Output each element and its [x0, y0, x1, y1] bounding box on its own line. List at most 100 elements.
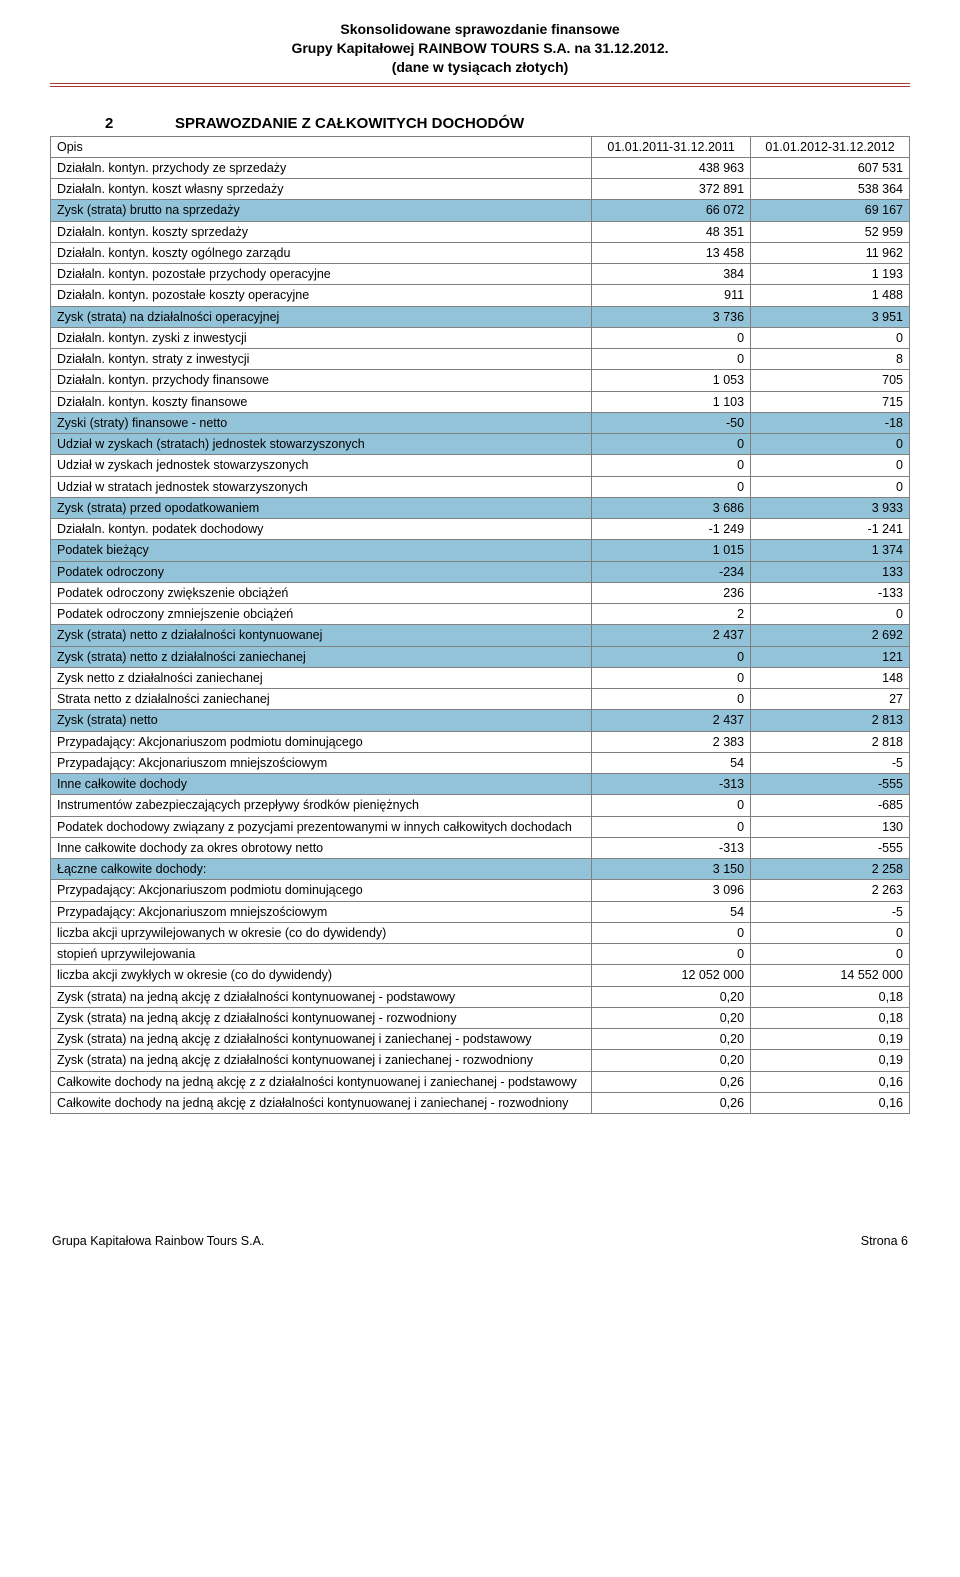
row-value-2: -555 — [751, 837, 910, 858]
row-value-2: 3 951 — [751, 306, 910, 327]
table-row: Zysk (strata) na jedną akcję z działalno… — [51, 1050, 910, 1071]
row-value-1: 13 458 — [592, 242, 751, 263]
row-label: Działaln. kontyn. koszty ogólnego zarząd… — [51, 242, 592, 263]
row-value-2: 0 — [751, 944, 910, 965]
section-title: SPRAWOZDANIE Z CAŁKOWITYCH DOCHODÓW — [135, 115, 524, 132]
row-value-2: -1 241 — [751, 519, 910, 540]
row-label: Przypadający: Akcjonariuszom podmiotu do… — [51, 880, 592, 901]
table-row: Przypadający: Akcjonariuszom podmiotu do… — [51, 731, 910, 752]
row-value-2: 0,18 — [751, 1007, 910, 1028]
header-line-2: Grupy Kapitałowej RAINBOW TOURS S.A. na … — [50, 39, 910, 58]
row-value-1: 0,20 — [592, 1029, 751, 1050]
row-value-1: 1 103 — [592, 391, 751, 412]
row-value-2: 148 — [751, 667, 910, 688]
row-value-1: 1 053 — [592, 370, 751, 391]
row-label: Działaln. kontyn. podatek dochodowy — [51, 519, 592, 540]
row-value-1: 2 437 — [592, 710, 751, 731]
row-label: Całkowite dochody na jedną akcję z dział… — [51, 1092, 592, 1113]
row-value-2: 0,19 — [751, 1050, 910, 1071]
row-label: Zysk (strata) netto z działalności konty… — [51, 625, 592, 646]
table-row: Udział w stratach jednostek stowarzyszon… — [51, 476, 910, 497]
table-row: Zysk (strata) netto z działalności konty… — [51, 625, 910, 646]
row-value-2: 0,16 — [751, 1092, 910, 1113]
footer-page-number: Strona 6 — [861, 1234, 908, 1248]
row-value-2: 1 374 — [751, 540, 910, 561]
row-value-1: 0 — [592, 795, 751, 816]
row-value-2: 0 — [751, 604, 910, 625]
row-value-1: -313 — [592, 774, 751, 795]
header-line-1: Skonsolidowane sprawozdanie finansowe — [50, 20, 910, 39]
row-label: Działaln. kontyn. koszt własny sprzedaży — [51, 179, 592, 200]
row-value-1: 0,26 — [592, 1071, 751, 1092]
row-value-1: 1 015 — [592, 540, 751, 561]
row-label: Działaln. kontyn. pozostałe koszty opera… — [51, 285, 592, 306]
row-label: Zysk (strata) na jedną akcję z działalno… — [51, 1050, 592, 1071]
row-label: Działaln. kontyn. zyski z inwestycji — [51, 327, 592, 348]
income-statement-table: Opis 01.01.2011-31.12.2011 01.01.2012-31… — [50, 136, 910, 1115]
row-value-1: 0 — [592, 349, 751, 370]
table-row: Zysk (strata) netto2 4372 813 — [51, 710, 910, 731]
row-value-1: 2 383 — [592, 731, 751, 752]
row-label: Podatek odroczony zwiększenie obciążeń — [51, 582, 592, 603]
row-value-2: 0,16 — [751, 1071, 910, 1092]
row-value-2: 0,19 — [751, 1029, 910, 1050]
row-value-1: 54 — [592, 752, 751, 773]
table-row: Działaln. kontyn. zyski z inwestycji00 — [51, 327, 910, 348]
row-value-2: 69 167 — [751, 200, 910, 221]
row-label: Działaln. kontyn. przychody finansowe — [51, 370, 592, 391]
table-row: Udział w zyskach (stratach) jednostek st… — [51, 434, 910, 455]
page: Skonsolidowane sprawozdanie finansowe Gr… — [0, 0, 960, 1268]
row-value-1: 0,26 — [592, 1092, 751, 1113]
row-value-1: 0 — [592, 434, 751, 455]
row-label: Działaln. kontyn. straty z inwestycji — [51, 349, 592, 370]
row-label: Całkowite dochody na jedną akcję z z dzi… — [51, 1071, 592, 1092]
table-row: Inne całkowite dochody-313-555 — [51, 774, 910, 795]
row-value-1: 48 351 — [592, 221, 751, 242]
table-row: Podatek bieżący1 0151 374 — [51, 540, 910, 561]
row-label: Zysk (strata) brutto na sprzedaży — [51, 200, 592, 221]
row-label: Działaln. kontyn. pozostałe przychody op… — [51, 264, 592, 285]
row-value-1: 2 437 — [592, 625, 751, 646]
row-value-1: -313 — [592, 837, 751, 858]
row-value-1: -1 249 — [592, 519, 751, 540]
row-label: Działaln. kontyn. koszty sprzedaży — [51, 221, 592, 242]
table-row: Instrumentów zabezpieczających przepływy… — [51, 795, 910, 816]
table-row: Działaln. kontyn. przychody ze sprzedaży… — [51, 157, 910, 178]
row-value-2: -685 — [751, 795, 910, 816]
table-header-row: Opis 01.01.2011-31.12.2011 01.01.2012-31… — [51, 136, 910, 157]
table-row: Zysk (strata) netto z działalności zanie… — [51, 646, 910, 667]
page-footer: Grupa Kapitałowa Rainbow Tours S.A. Stro… — [50, 1234, 910, 1248]
row-label: Przypadający: Akcjonariuszom mniejszości… — [51, 752, 592, 773]
row-label: liczba akcji zwykłych w okresie (co do d… — [51, 965, 592, 986]
row-value-1: 0 — [592, 455, 751, 476]
table-row: Działaln. kontyn. pozostałe przychody op… — [51, 264, 910, 285]
table-row: Działaln. kontyn. podatek dochodowy-1 24… — [51, 519, 910, 540]
row-value-2: 2 692 — [751, 625, 910, 646]
row-value-2: 1 488 — [751, 285, 910, 306]
row-value-2: 11 962 — [751, 242, 910, 263]
table-row: Udział w zyskach jednostek stowarzyszony… — [51, 455, 910, 476]
row-value-2: 121 — [751, 646, 910, 667]
table-row: Zysk (strata) na działalności operacyjne… — [51, 306, 910, 327]
row-value-1: 0 — [592, 922, 751, 943]
row-label: Inne całkowite dochody — [51, 774, 592, 795]
row-value-2: 2 818 — [751, 731, 910, 752]
section-heading: 2 SPRAWOZDANIE Z CAŁKOWITYCH DOCHODÓW — [50, 115, 910, 132]
table-row: Zysk (strata) na jedną akcję z działalno… — [51, 1007, 910, 1028]
row-value-2: 705 — [751, 370, 910, 391]
table-row: Zysk netto z działalności zaniechanej014… — [51, 667, 910, 688]
row-label: liczba akcji uprzywilejowanych w okresie… — [51, 922, 592, 943]
table-row: Inne całkowite dochody za okres obrotowy… — [51, 837, 910, 858]
row-value-2: 8 — [751, 349, 910, 370]
row-value-1: 384 — [592, 264, 751, 285]
table-row: Działaln. kontyn. koszty sprzedaży48 351… — [51, 221, 910, 242]
table-row: liczba akcji uprzywilejowanych w okresie… — [51, 922, 910, 943]
row-label: Podatek odroczony zmniejszenie obciążeń — [51, 604, 592, 625]
row-value-2: -133 — [751, 582, 910, 603]
row-value-2: 0 — [751, 922, 910, 943]
row-value-2: 52 959 — [751, 221, 910, 242]
row-label: Instrumentów zabezpieczających przepływy… — [51, 795, 592, 816]
row-value-1: 54 — [592, 901, 751, 922]
row-value-1: 0 — [592, 816, 751, 837]
row-value-1: 3 150 — [592, 859, 751, 880]
